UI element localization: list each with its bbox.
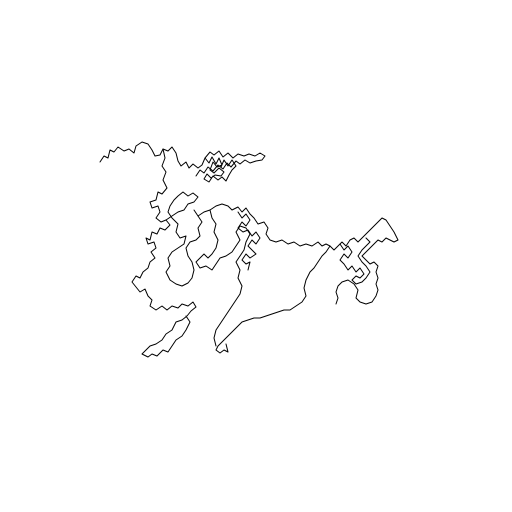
walk-segment-left-interior (165, 191, 203, 287)
walk-segment-center-knot (237, 211, 261, 271)
walk-segment-top-knot (203, 156, 237, 183)
walk-segment-top (99, 141, 266, 177)
walk-segment-right-knot (339, 237, 371, 285)
walk-segment-center-interior (195, 209, 251, 347)
walk-segment-left (131, 148, 197, 358)
walk-segment-right (329, 217, 399, 305)
walk-segment-center (197, 203, 331, 354)
